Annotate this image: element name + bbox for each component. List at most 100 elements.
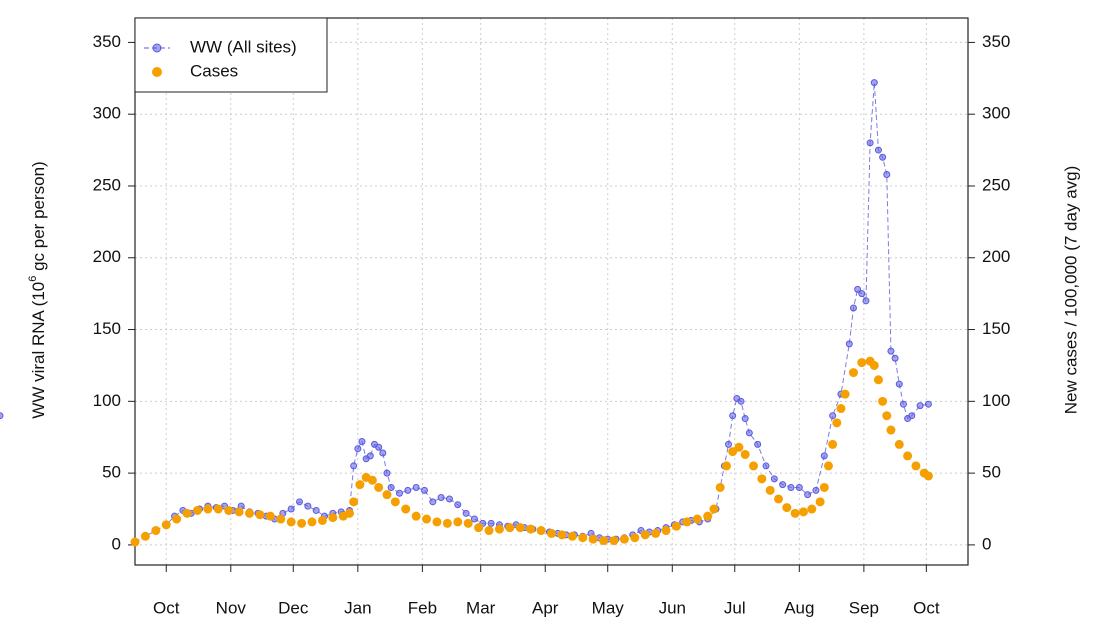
case-point — [798, 507, 808, 517]
ww-point — [354, 445, 362, 453]
case-point — [692, 514, 702, 524]
case-point — [630, 533, 640, 543]
ww-point — [770, 475, 778, 483]
legend-label: Cases — [190, 61, 238, 80]
x-tick-label: Sep — [849, 598, 879, 617]
case-point — [671, 521, 681, 531]
x-tick-label: Oct — [913, 598, 940, 617]
ww-point — [849, 304, 857, 312]
ww-point — [858, 290, 866, 298]
case-point — [265, 511, 275, 521]
y2-axis-label: New cases / 100,000 (7 day avg) — [1061, 166, 1080, 415]
y-tick-label: 50 — [102, 463, 121, 482]
ww-point — [924, 400, 932, 408]
case-point — [255, 510, 265, 520]
y2-tick-label: 350 — [982, 32, 1010, 51]
case-point — [878, 396, 888, 406]
case-point — [882, 411, 892, 421]
y-axis-label: WW viral RNA (106 gc per person) — [27, 161, 49, 418]
case-point — [317, 515, 327, 525]
case-point — [328, 513, 338, 523]
case-point — [140, 531, 150, 541]
ww-point — [366, 452, 374, 460]
x-tick-label: Apr — [532, 598, 559, 617]
case-point — [651, 528, 661, 538]
y2-tick-label: 50 — [982, 463, 1001, 482]
case-point — [547, 528, 556, 538]
case-point — [790, 508, 800, 518]
y-tick-label: 0 — [112, 534, 121, 553]
case-point — [836, 404, 846, 414]
case-point — [234, 507, 244, 517]
x-tick-label: Nov — [216, 598, 247, 617]
case-point — [382, 490, 392, 500]
ww-point — [820, 452, 828, 460]
ww-point — [445, 495, 453, 503]
case-point — [828, 439, 838, 449]
case-point — [869, 360, 879, 370]
case-point — [894, 439, 904, 449]
case-point — [355, 480, 365, 490]
case-point — [307, 517, 317, 527]
case-point — [815, 497, 825, 507]
ww-point — [420, 486, 428, 494]
case-point — [515, 523, 525, 533]
x-tick-label: Jul — [724, 598, 746, 617]
case-point — [578, 533, 588, 543]
case-point — [484, 526, 494, 536]
ww-point — [804, 491, 812, 499]
ww-point — [395, 489, 403, 497]
ww-point — [383, 469, 391, 477]
ww-point — [462, 509, 470, 517]
case-point — [276, 514, 286, 524]
case-point — [840, 389, 850, 399]
case-point — [224, 505, 234, 515]
ww-point — [870, 79, 878, 87]
case-point — [873, 375, 883, 385]
case-point — [367, 475, 377, 485]
ww-point — [879, 153, 887, 161]
case-point — [401, 504, 411, 514]
case-point — [172, 514, 182, 524]
case-point — [903, 451, 913, 461]
ww-point — [916, 402, 924, 410]
ww-point — [895, 380, 903, 388]
case-point — [442, 518, 452, 528]
ww-point — [745, 429, 753, 437]
y-label-part: WW viral RNA (10 — [29, 282, 48, 419]
ww-point — [304, 502, 312, 510]
ww-point — [795, 483, 803, 491]
plot-frame — [134, 17, 969, 566]
case-point — [857, 358, 867, 368]
ww-point — [404, 486, 412, 494]
case-point — [349, 497, 359, 507]
case-point — [130, 537, 140, 547]
y-tick-label: 100 — [93, 391, 121, 410]
x-tick-label: Jan — [344, 598, 371, 617]
ww-point — [829, 412, 837, 420]
x-tick-label: Dec — [278, 598, 309, 617]
legend-box — [134, 17, 328, 93]
case-point — [536, 526, 546, 536]
ww-point — [379, 449, 387, 457]
case-point — [588, 534, 598, 544]
y-tick-label: 250 — [93, 175, 121, 194]
legend-marker — [152, 43, 162, 53]
x-tick-label: Jun — [659, 598, 686, 617]
ww-point — [312, 506, 320, 514]
y-label-sup: 6 — [27, 276, 39, 282]
case-point — [911, 461, 921, 471]
ww-point — [887, 347, 895, 355]
case-point — [819, 482, 829, 492]
ww-point — [412, 483, 420, 491]
ww-point — [754, 440, 762, 448]
case-point — [526, 524, 536, 534]
case-point — [740, 449, 750, 459]
case-point — [374, 482, 384, 492]
ww-point — [287, 505, 295, 513]
ww-point — [429, 498, 437, 506]
case-point — [773, 494, 783, 504]
ww-point — [883, 170, 891, 178]
x-tick-label: Mar — [466, 598, 496, 617]
case-point — [619, 534, 629, 544]
